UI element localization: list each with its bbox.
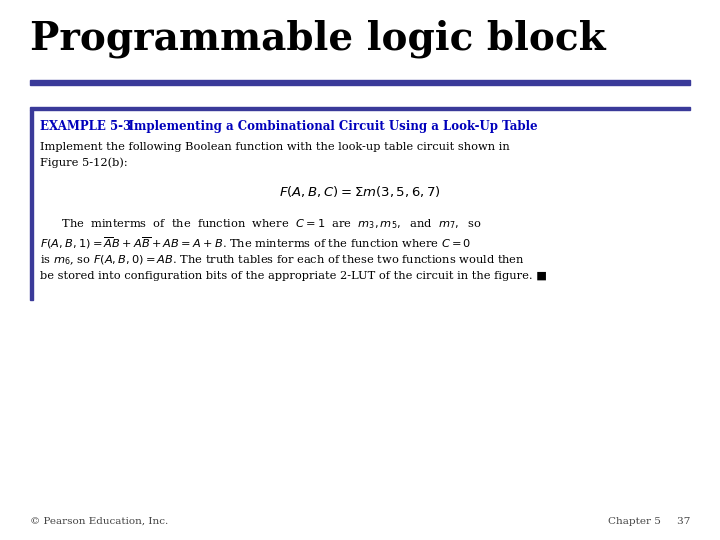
Text: Chapter 5     37: Chapter 5 37 <box>608 517 690 526</box>
Text: is $m_6$, so $F(A, B, 0) = AB$. The truth tables for each of these two functions: is $m_6$, so $F(A, B, 0) = AB$. The trut… <box>40 253 525 267</box>
Bar <box>30 110 33 300</box>
Text: be stored into configuration bits of the appropriate 2-LUT of the circuit in the: be stored into configuration bits of the… <box>40 271 547 281</box>
Text: EXAMPLE 5-3: EXAMPLE 5-3 <box>40 120 131 133</box>
Bar <box>30 80 690 85</box>
Text: The  minterms  of  the  function  where  $C = 1$  are  $m_3, m_5,$  and  $m_7,$ : The minterms of the function where $C = … <box>40 217 482 231</box>
Text: © Pearson Education, Inc.: © Pearson Education, Inc. <box>30 517 168 526</box>
Text: Implement the following Boolean function with the look-up table circuit shown in: Implement the following Boolean function… <box>40 142 510 168</box>
Text: Implementing a Combinational Circuit Using a Look-Up Table: Implementing a Combinational Circuit Usi… <box>112 120 538 133</box>
Text: $F(A, B, 1) = \overline{A}B + A\overline{B} + AB = A + B$. The minterms of the f: $F(A, B, 1) = \overline{A}B + A\overline… <box>40 235 472 251</box>
Bar <box>30 107 690 110</box>
Text: $F(A, B, C) = \Sigma m(3,5,6,7)$: $F(A, B, C) = \Sigma m(3,5,6,7)$ <box>279 184 441 199</box>
Text: Programmable logic block: Programmable logic block <box>30 20 606 58</box>
